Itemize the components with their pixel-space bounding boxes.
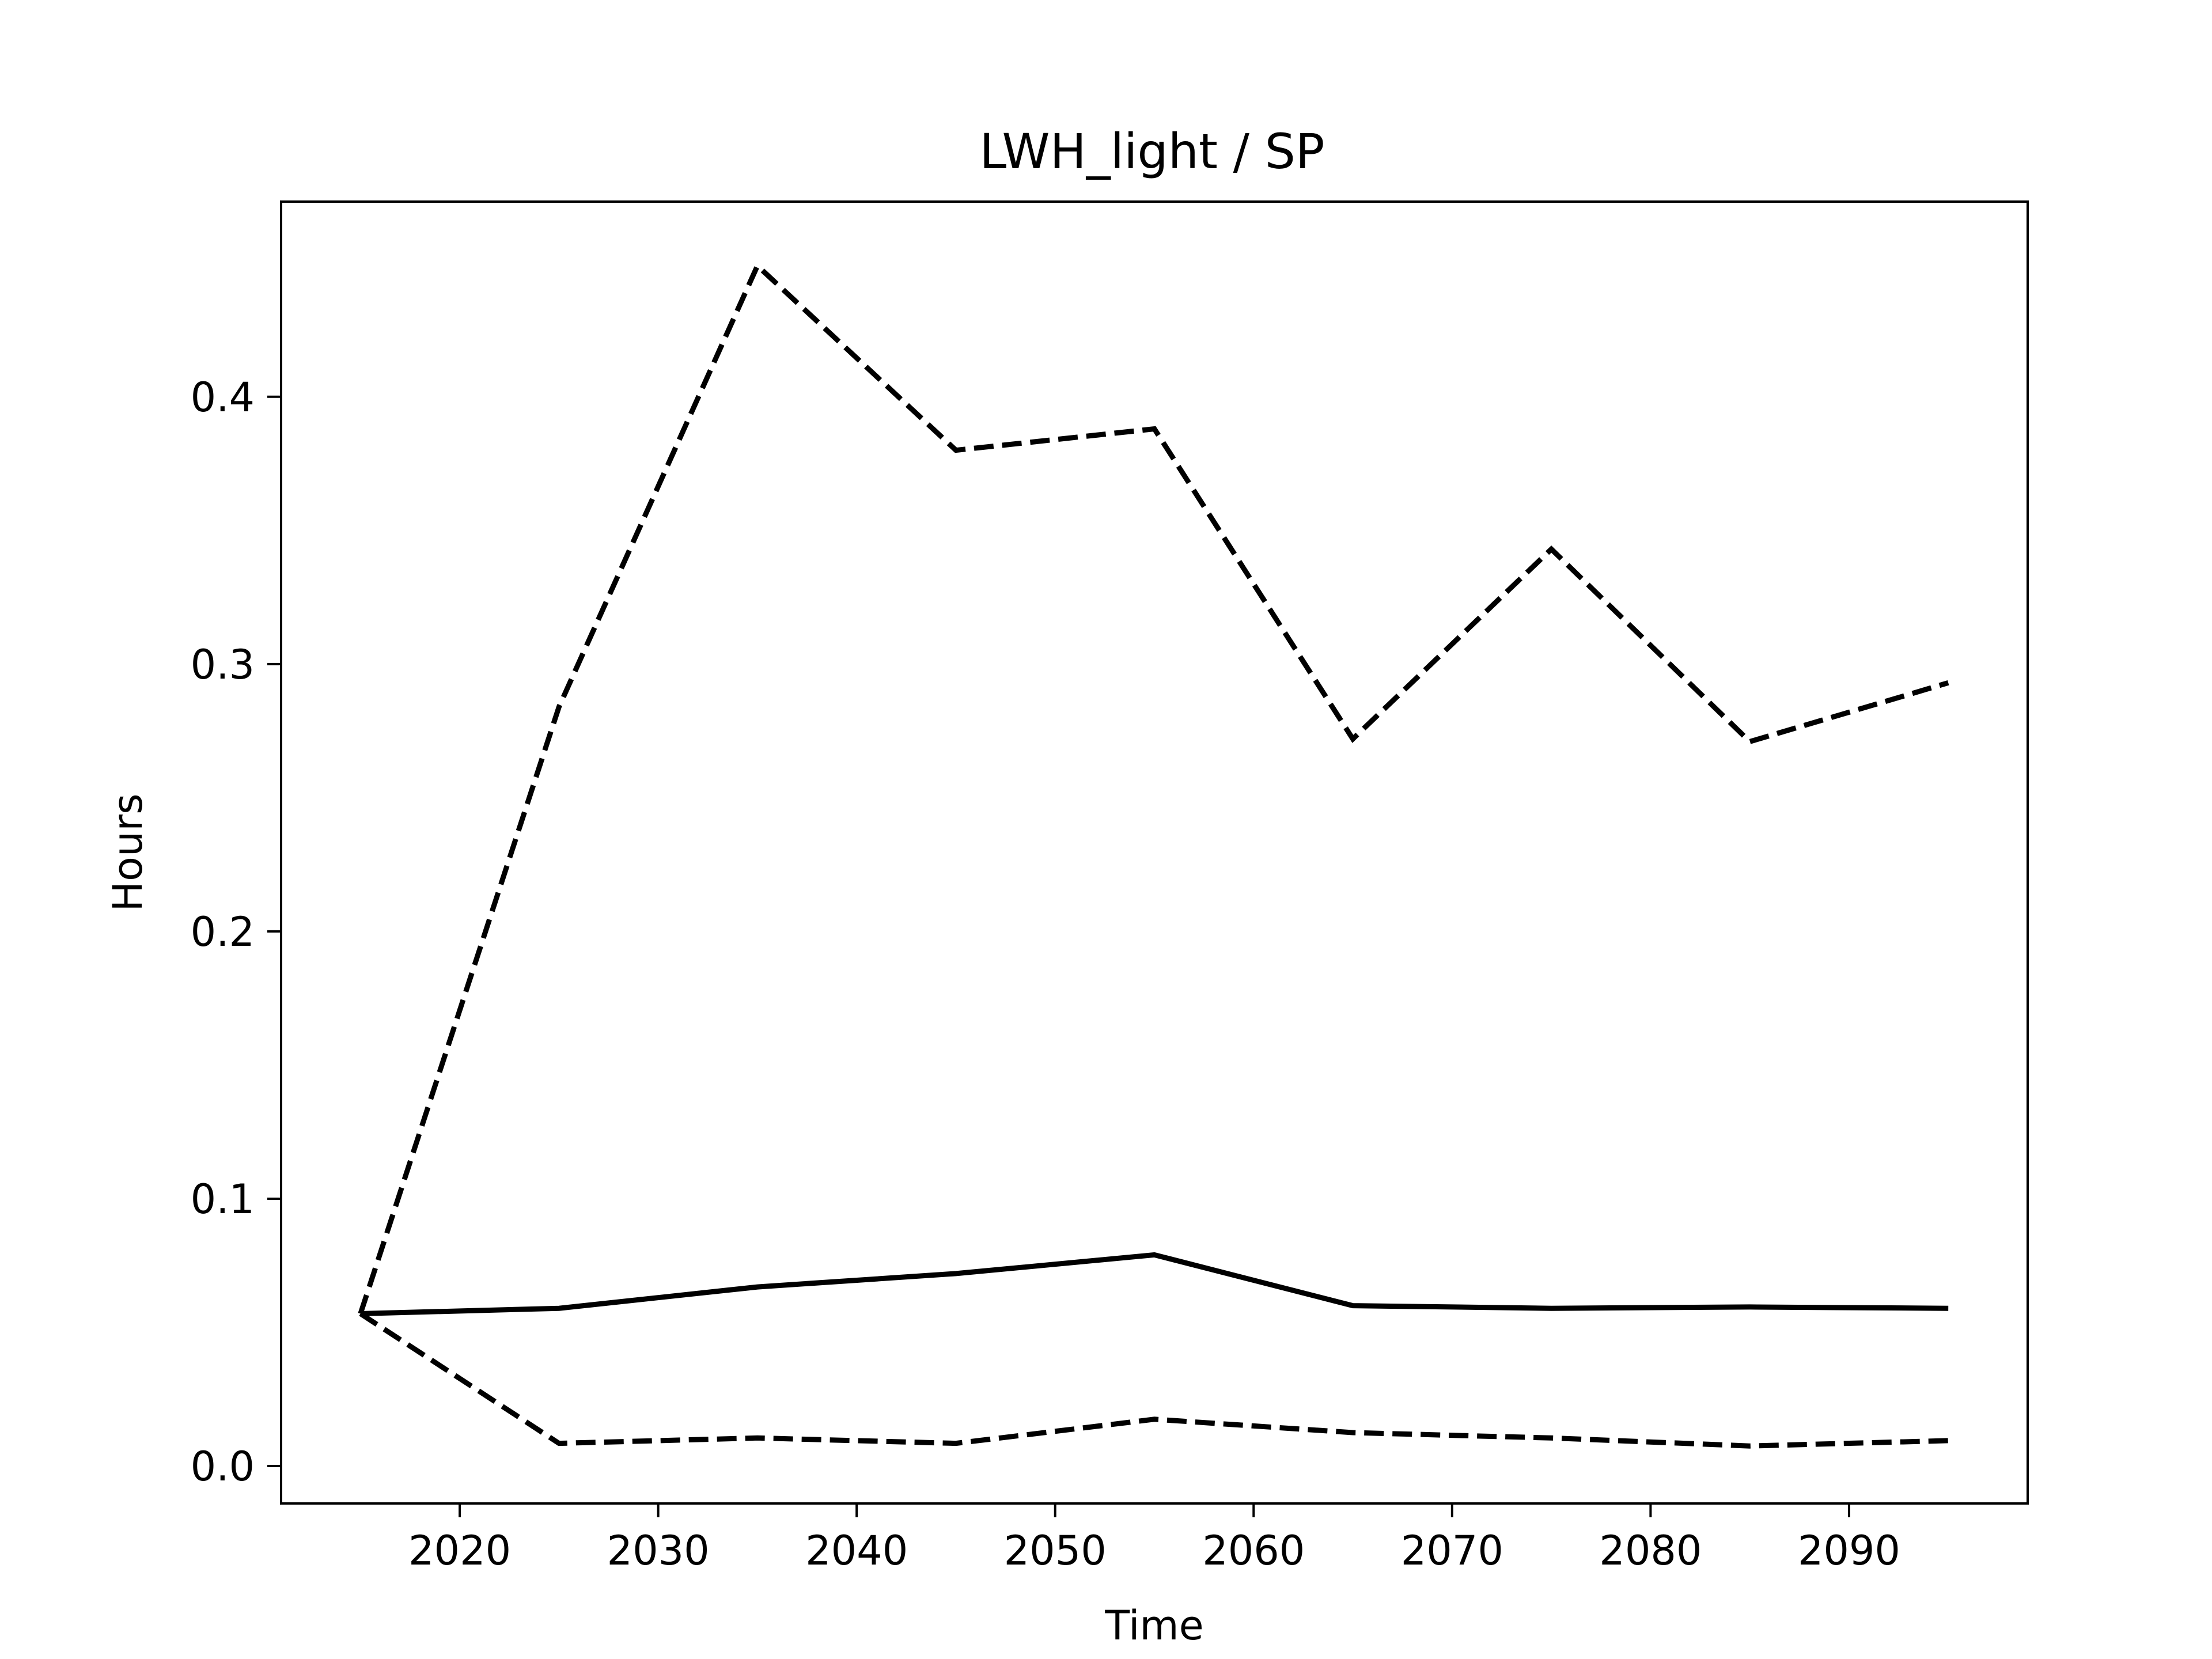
x-tick-label: 2040: [805, 1527, 908, 1574]
y-tick-label: 0.1: [191, 1176, 255, 1223]
x-axis-label: Time: [1104, 1602, 1203, 1649]
x-tick-label: 2030: [607, 1527, 710, 1574]
solid-series-line: [360, 1252, 1949, 1316]
dashed-series-line-2: [359, 1311, 1949, 1449]
y-tick-label: 0.0: [191, 1443, 255, 1490]
x-tick-label: 2060: [1202, 1527, 1305, 1574]
plot-frame: [280, 200, 2029, 1505]
x-tick-label: 2050: [1004, 1527, 1107, 1574]
y-tick-label: 0.3: [191, 641, 255, 688]
x-tick-label: 2090: [1798, 1527, 1900, 1574]
x-tick-label: 2080: [1599, 1527, 1702, 1574]
series-layer: [358, 261, 1949, 1449]
y-axis-label: Hours: [104, 793, 151, 911]
x-tick-label: 2070: [1401, 1527, 1503, 1574]
x-tick-label: 2020: [408, 1527, 511, 1574]
ticks-layer: 2020 2030 2040 2050 2060 2070 2080 2090 0.0 0.1 0.…: [191, 374, 1900, 1574]
chart-title: LWH_light / SP: [979, 123, 1324, 180]
y-tick-label: 0.2: [191, 908, 255, 956]
y-tick-label: 0.4: [191, 374, 255, 421]
dashed-series-line-1: [358, 261, 1949, 1315]
